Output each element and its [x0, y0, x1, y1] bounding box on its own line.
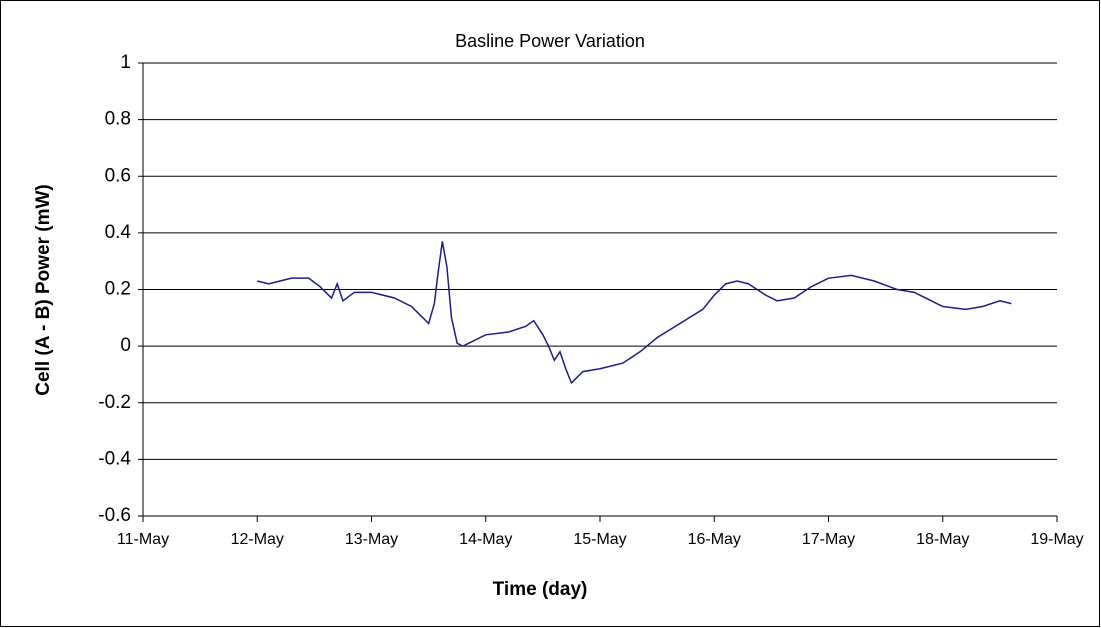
x-tick-label: 11-May: [117, 531, 169, 548]
x-axis-label: Time (day): [493, 579, 588, 600]
x-tick-label: 12-May: [231, 531, 284, 548]
y-tick-label: 0.6: [105, 165, 131, 186]
y-tick-label: -0.4: [98, 448, 131, 469]
y-tick-label: 1: [120, 52, 131, 73]
y-tick-label: -0.2: [98, 392, 131, 413]
x-tick-label: 18-May: [916, 531, 969, 548]
y-axis-label: Cell (A - B) Power (mW): [33, 184, 54, 395]
x-tick-label: 13-May: [345, 531, 398, 548]
y-tick-label: -0.6: [98, 505, 131, 526]
x-tick-label: 16-May: [688, 531, 741, 548]
x-tick-label: 19-May: [1030, 531, 1083, 548]
y-tick-label: 0.2: [105, 279, 131, 300]
data-line: [257, 241, 1012, 385]
y-tick-label: 0: [120, 335, 131, 356]
x-tick-label: 17-May: [802, 531, 855, 548]
chart-title: Basline Power Variation: [455, 31, 645, 51]
x-tick-label: 14-May: [459, 531, 512, 548]
y-tick-label: 0.4: [105, 222, 132, 243]
y-tick-label: 0.8: [105, 109, 131, 130]
x-tick-label: 15-May: [573, 531, 626, 548]
